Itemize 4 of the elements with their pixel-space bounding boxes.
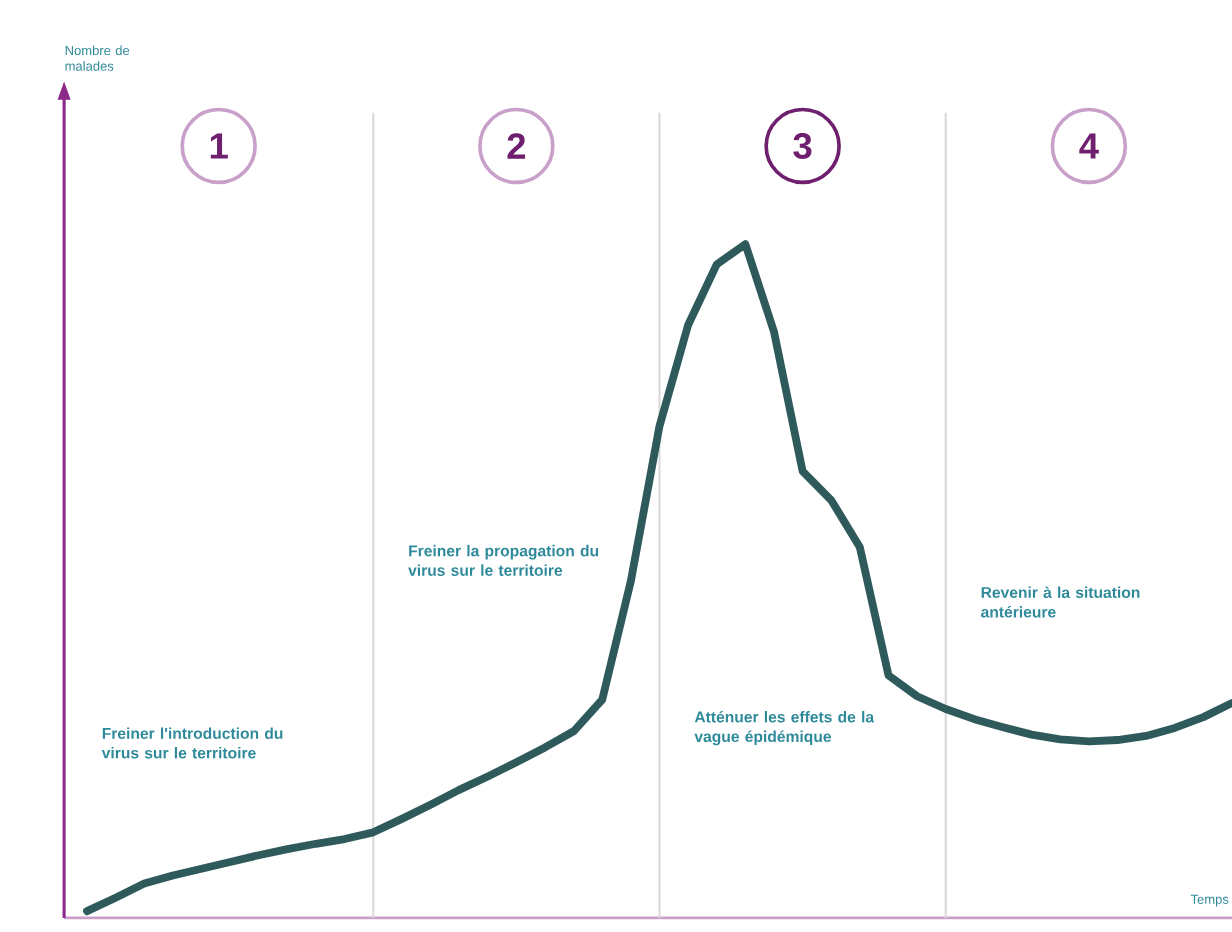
- text: 2: [507, 133, 526, 159]
- text: 4: [1079, 133, 1099, 159]
- text: 1: [210, 133, 228, 159]
- text: 3: [793, 133, 812, 160]
